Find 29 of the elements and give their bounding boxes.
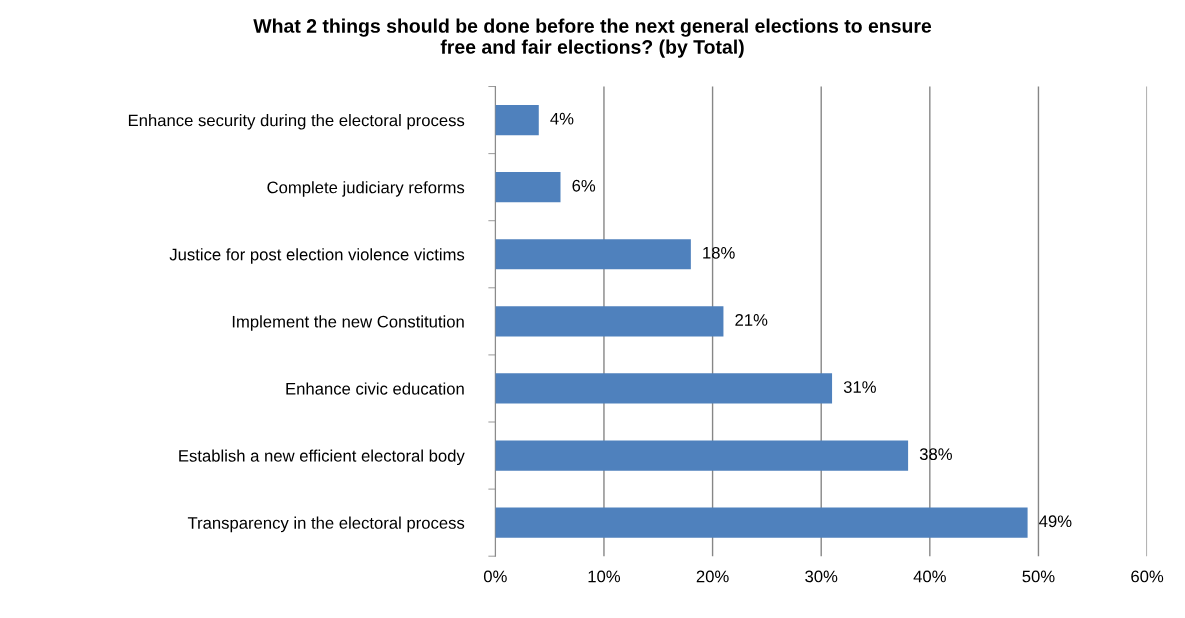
x-tick-label: 60%: [1131, 570, 1164, 583]
x-tick-label: 30%: [805, 570, 838, 583]
data-label: 18%: [703, 246, 735, 259]
x-tick-label: 10%: [588, 570, 621, 583]
data-label: 4%: [550, 112, 574, 125]
y-tick-label: Justice for post election violence victims: [169, 248, 465, 264]
data-label: 31%: [843, 381, 876, 393]
bar: [495, 440, 909, 471]
y-tick-label: Enhance civic education: [286, 382, 464, 395]
data-label: 49%: [1039, 515, 1072, 528]
bar: [495, 172, 561, 203]
y-tick-label: Enhance security during the electoral process: [128, 114, 465, 130]
x-tick-label: 50%: [1022, 570, 1055, 583]
y-tick-label: Transparency in the electoral process: [187, 516, 465, 533]
chart-title: What 2 things should be done before the next general elections to ensure free and fair elections? (by Total): [253, 18, 932, 58]
x-tick-label: 0%: [483, 570, 507, 583]
y-tick-label: Complete judiciary reforms: [267, 181, 465, 197]
data-label: 21%: [735, 314, 768, 326]
y-tick-label: Establish a new efficient electoral body: [179, 449, 465, 466]
data-label: 38%: [919, 448, 952, 461]
bar: [495, 239, 691, 270]
bar: [495, 306, 724, 337]
x-tick-label: 20%: [696, 570, 729, 583]
bar: [495, 507, 1028, 538]
bar: [495, 373, 833, 404]
data-label: 6%: [572, 179, 596, 192]
x-tick-label: 40%: [913, 570, 946, 583]
y-tick-label: Implement the new Constitution: [232, 315, 464, 331]
bar: [495, 104, 539, 136]
